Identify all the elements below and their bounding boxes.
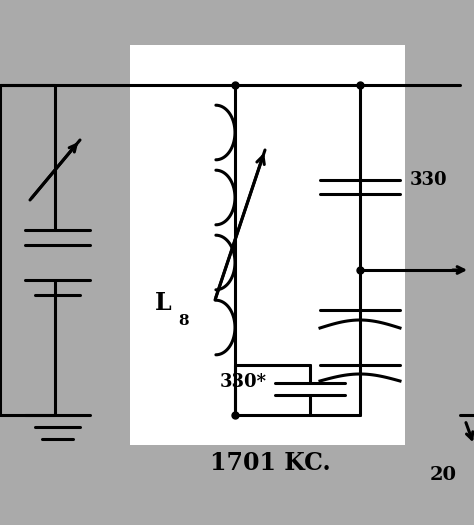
Text: 330*: 330* [220, 373, 267, 391]
Text: 1701 KC.: 1701 KC. [210, 451, 330, 475]
Text: L: L [155, 291, 172, 315]
Text: 330: 330 [410, 171, 447, 189]
Text: 20: 20 [430, 466, 457, 484]
Bar [130, 45, 405, 445]
Text: 8: 8 [178, 314, 189, 328]
